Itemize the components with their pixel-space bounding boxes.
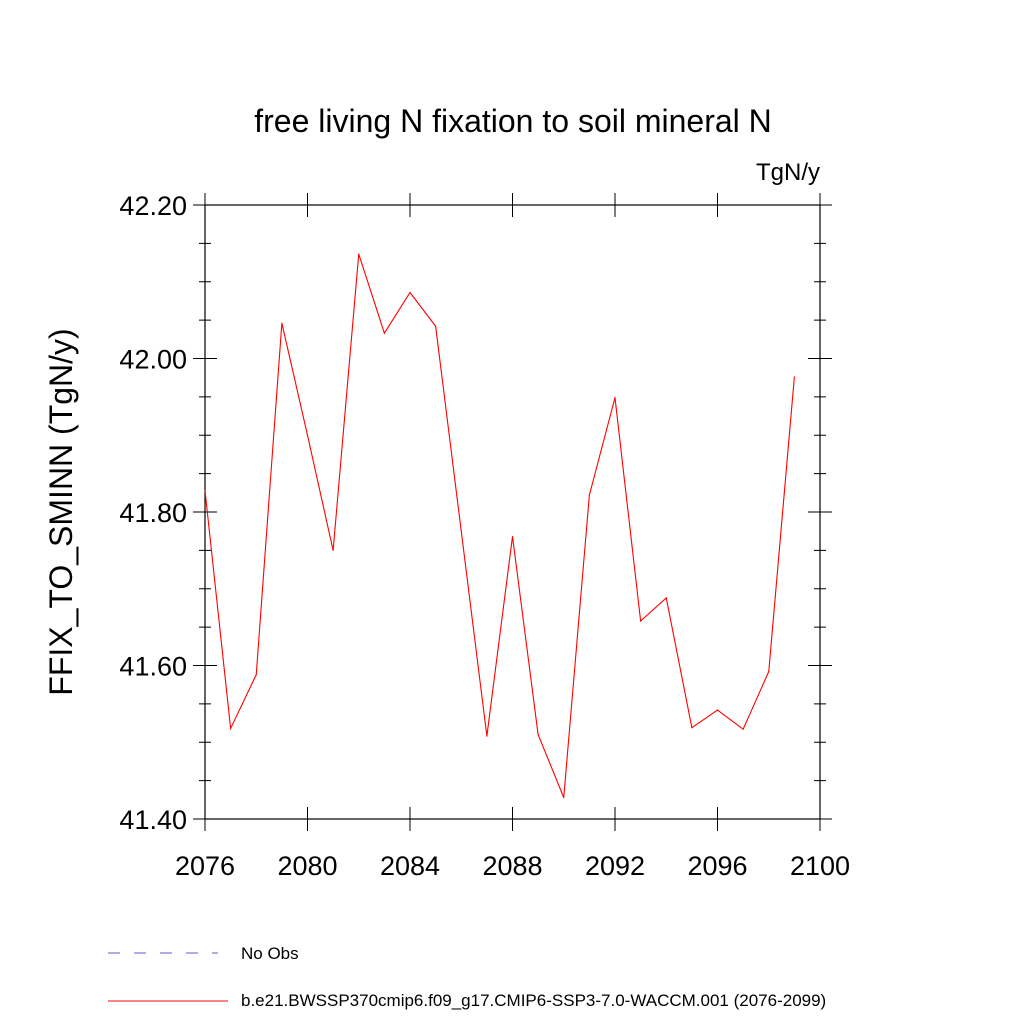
data-point [306,434,309,436]
units-label: TgN/y [756,159,820,186]
x-tick-label: 2092 [585,851,645,881]
data-point [511,535,514,538]
data-point [537,733,539,736]
data-point [716,709,719,711]
data-point [409,291,411,294]
y-tick-label: 41.60 [119,652,187,682]
legend: No Obs b.e21.BWSSP370cmip6.f09_g17.CMIP6… [108,944,826,1010]
y-tick-label: 41.80 [119,498,187,528]
data-point [563,796,565,799]
data-point [281,322,283,324]
legend-no-obs-label: No Obs [241,944,299,963]
y-tick-label: 42.00 [119,345,187,375]
x-tick-label: 2100 [790,851,850,881]
x-tick-label: 2096 [687,851,747,881]
series-group [204,253,795,799]
x-tick-label: 2080 [277,851,337,881]
data-point [255,674,257,676]
data-point [614,397,616,399]
data-point [588,494,590,496]
data-point [742,728,744,730]
tick-labels-group: 41.40 41.60 41.80 42.00 42.20 2076 2080 2084 208… [119,191,850,881]
y-tick-label: 42.20 [119,191,187,221]
series-line-0 [204,253,795,798]
data-point [204,489,206,492]
data-point [793,376,795,378]
data-point [665,597,667,599]
y-tick-label: 41.40 [119,805,187,835]
data-point [358,253,360,255]
data-point [691,727,693,729]
x-tick-label: 2084 [380,851,440,881]
data-point [332,549,334,551]
data-point [640,620,642,622]
data-point [486,735,488,737]
data-point [383,332,385,334]
plot-frame [204,204,821,820]
data-point [435,325,437,327]
data-point [768,671,770,673]
x-tick-label: 2088 [482,851,542,881]
x-tick-label: 2076 [175,851,235,881]
data-point [230,727,232,730]
chart-title: free living N fixation to soil mineral N [254,103,772,139]
y-axis-label: FFIX_TO_SMINN (TgN/y) [43,328,79,695]
ticks-group [193,193,832,831]
data-point [460,530,462,532]
legend-series-label: b.e21.BWSSP370cmip6.f09_g17.CMIP6-SSP3-7… [241,991,826,1010]
